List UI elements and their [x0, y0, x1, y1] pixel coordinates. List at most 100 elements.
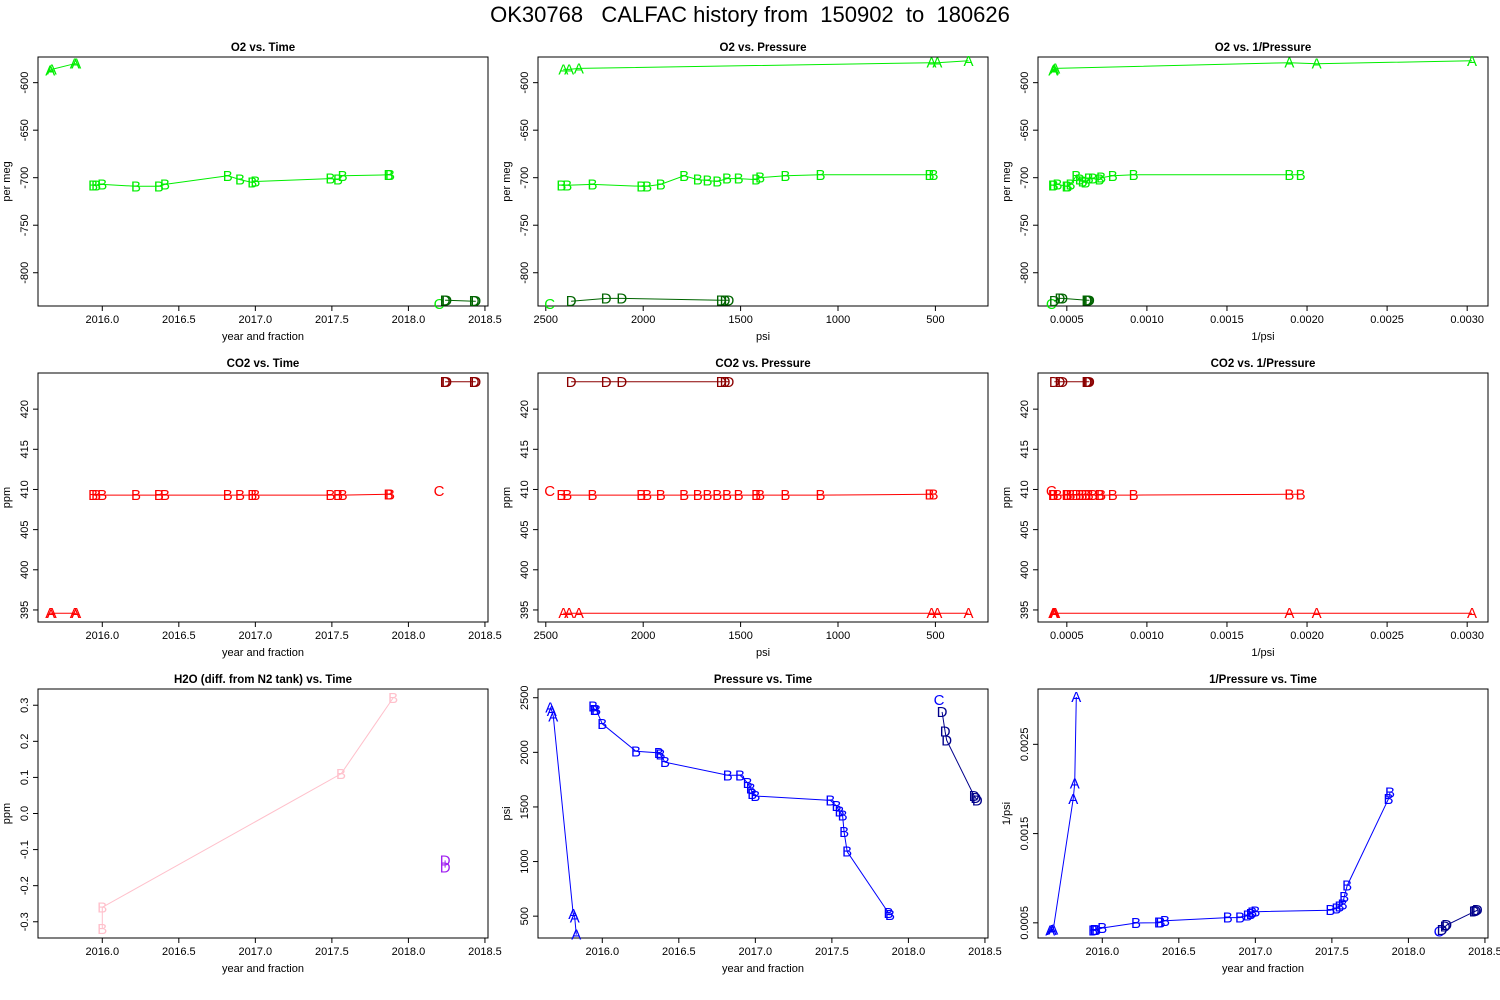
data-point-B: B — [1096, 170, 1106, 187]
data-point-D: D — [970, 790, 981, 807]
data-point-B: B — [223, 168, 233, 185]
data-point-D: D — [969, 788, 980, 805]
data-point-B: B — [556, 487, 566, 504]
x-axis-label: psi — [756, 647, 770, 659]
data-point-A: A — [1284, 605, 1294, 622]
data-point-B: B — [734, 487, 744, 504]
series-line-D — [445, 299, 476, 302]
y-tick-label: 2000 — [519, 740, 531, 764]
data-point-B: B — [247, 174, 257, 191]
data-point-B: B — [91, 177, 101, 194]
data-point-D: D — [1057, 374, 1068, 391]
y-tick-label: 410 — [519, 480, 531, 498]
data-point-A: A — [932, 55, 942, 72]
data-point-B: B — [1066, 487, 1076, 504]
data-point-B: B — [597, 716, 607, 733]
series-line-D — [1441, 909, 1478, 931]
x-tick-label: 1500 — [728, 314, 752, 326]
series-line-D — [1054, 297, 1090, 302]
data-point-A: A — [1312, 605, 1322, 622]
y-tick-label: 415 — [1019, 440, 1031, 458]
data-point-B: B — [1075, 172, 1085, 189]
data-point-B: B — [1081, 487, 1091, 504]
x-tick-label: 2016.0 — [1085, 946, 1119, 958]
data-point-D: D — [1437, 922, 1448, 939]
y-tick-label: 0.0025 — [1019, 728, 1031, 762]
data-point-B: B — [751, 172, 761, 189]
data-point-D: D — [441, 374, 452, 391]
x-tick-label: 2000 — [631, 314, 655, 326]
data-point-D: D — [720, 374, 731, 391]
series-line-B — [101, 697, 394, 929]
chart-panel-3: O2 vs. 1/Pressure 1/psi per meg 0.0005 0.001… — [1001, 42, 1489, 343]
data-point-B: B — [928, 486, 938, 503]
data-point-B: B — [97, 899, 107, 916]
data-point-B: B — [1338, 897, 1348, 914]
series-line-A — [49, 63, 77, 71]
data-point-D: D — [716, 374, 727, 391]
data-point-B: B — [88, 487, 98, 504]
data-point-B: B — [131, 487, 141, 504]
chart-title: CO2 vs. Pressure — [715, 358, 810, 370]
data-point-B: B — [588, 176, 598, 193]
data-point-A: A — [568, 906, 578, 923]
x-tick-label: 0.0010 — [1130, 630, 1164, 642]
data-point-B: B — [723, 767, 733, 784]
data-point-B: B — [1108, 487, 1118, 504]
chart-title: Pressure vs. Time — [714, 674, 812, 686]
series-line-B — [93, 493, 390, 496]
data-point-C: C — [1046, 296, 1057, 313]
data-point-B: B — [1335, 898, 1345, 915]
data-point-D: D — [440, 860, 451, 877]
data-point-B: B — [97, 176, 107, 193]
chart-title: CO2 vs. Time — [227, 358, 300, 370]
data-point-A: A — [564, 605, 574, 622]
data-point-B: B — [223, 487, 233, 504]
data-point-D: D — [1081, 292, 1092, 309]
y-tick-label: 395 — [19, 601, 31, 619]
data-point-B: B — [588, 487, 598, 504]
data-point-B: B — [1075, 487, 1085, 504]
x-tick-label: 2016.0 — [85, 630, 119, 642]
data-point-A: A — [1050, 60, 1060, 77]
data-point-A: A — [545, 700, 555, 717]
x-tick-label: 1000 — [826, 630, 850, 642]
x-tick-label: 2017.0 — [239, 314, 273, 326]
data-point-B: B — [385, 486, 395, 503]
y-tick-label: -600 — [519, 72, 531, 94]
y-tick-label: 415 — [519, 440, 531, 458]
x-tick-label: 2016.0 — [85, 314, 119, 326]
chart-panel-8: Pressure vs. Time year and fraction psi 201… — [501, 674, 1002, 975]
figure-title: OK30768 CALFAC history from 150902 to 18… — [490, 2, 1010, 27]
data-point-D: D — [1083, 292, 1094, 309]
x-tick-label: 0.0005 — [1050, 630, 1084, 642]
data-point-D: D — [469, 293, 480, 310]
x-axis-label: year and fraction — [222, 647, 304, 659]
data-point-A: A — [1312, 56, 1322, 73]
data-point-B: B — [722, 171, 732, 188]
data-point-B: B — [1339, 889, 1349, 906]
x-tick-label: 2016.5 — [162, 946, 196, 958]
data-point-B: B — [250, 487, 260, 504]
data-point-D: D — [440, 374, 451, 391]
series-line-A — [549, 707, 577, 935]
y-tick-label: 0.0015 — [1019, 817, 1031, 851]
series-line-D — [571, 297, 729, 302]
data-point-B: B — [1048, 487, 1058, 504]
x-tick-label: 1000 — [826, 314, 850, 326]
series-line-B — [561, 174, 934, 187]
data-point-B: B — [631, 743, 641, 760]
y-tick-label: 410 — [1019, 480, 1031, 498]
chart-title: O2 vs. Time — [231, 42, 295, 54]
data-point-B: B — [1331, 900, 1341, 917]
data-point-B: B — [160, 176, 170, 193]
data-point-B: B — [1235, 910, 1245, 927]
data-point-B: B — [746, 780, 756, 797]
series-line-A — [1052, 60, 1473, 71]
x-tick-label: 2018.5 — [468, 630, 502, 642]
data-point-B: B — [925, 167, 935, 184]
data-point-B: B — [838, 808, 848, 825]
data-point-A: A — [1467, 605, 1477, 622]
data-point-B: B — [751, 487, 761, 504]
data-point-B: B — [1385, 785, 1395, 802]
